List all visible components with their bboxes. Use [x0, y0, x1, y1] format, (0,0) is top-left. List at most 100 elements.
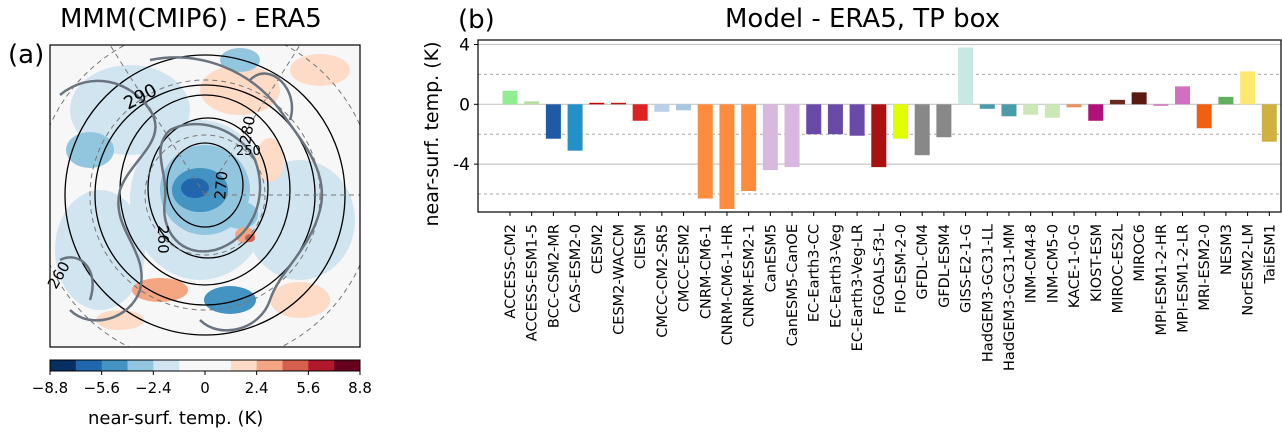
bar	[502, 90, 518, 105]
x-tick-label: INM-CM4-8	[1024, 224, 1040, 303]
bar	[1131, 92, 1147, 105]
map-field	[50, 45, 360, 347]
x-tick-label: ACCESS-CM2	[503, 224, 519, 319]
panel-b-label: (b)	[458, 5, 495, 35]
colorbar-tick-label: −5.6	[83, 379, 120, 397]
x-tick-label: FGOALS-f3-L	[872, 224, 888, 315]
x-tick-label: KIOST-ESM	[1089, 224, 1105, 302]
x-tick-label: BCC-CSM2-MR	[546, 224, 562, 328]
x-tick-label: CMCC-ESM2	[677, 224, 693, 312]
x-tick-label: NESM3	[1219, 224, 1235, 275]
colorbar-tick-label: 0	[200, 379, 210, 397]
bar	[893, 104, 908, 139]
contour-label: 270	[211, 170, 231, 200]
bar	[1066, 104, 1082, 108]
bar	[1088, 104, 1104, 121]
colorbar-segment	[308, 360, 335, 371]
bar	[1196, 104, 1212, 129]
x-tick-label: HadGEM3-GC31-LL	[980, 224, 996, 362]
x-tick-label: EC-Earth3-CC	[807, 224, 823, 322]
bar	[1240, 71, 1256, 105]
colorbar-segment	[127, 360, 154, 371]
colorbar-segment	[75, 360, 102, 371]
bar	[676, 104, 692, 111]
bar	[762, 104, 778, 171]
bar	[545, 104, 561, 139]
x-tick-label: CIESM	[633, 224, 649, 269]
bar	[936, 104, 952, 138]
colorbar-segment	[179, 360, 206, 371]
colorbar-segment	[230, 360, 257, 371]
bar	[1001, 104, 1017, 117]
bar	[1261, 104, 1277, 142]
colorbar-tick-label: 5.6	[296, 379, 321, 397]
x-tick-label: CESM2-WACCM	[611, 224, 627, 335]
bar	[610, 102, 626, 105]
x-tick-label: MPI-ESM1-2-LR	[1176, 224, 1192, 333]
colorbar-segment	[334, 360, 361, 371]
y-tick-label: 0	[459, 95, 470, 115]
colorbar-segment	[205, 360, 232, 371]
colorbar-segment	[153, 360, 180, 371]
bar	[632, 104, 648, 121]
bar	[914, 104, 930, 156]
bar	[849, 104, 865, 136]
bar	[1153, 104, 1169, 106]
x-tick-label: EC-Earth3-Veg-LR	[850, 224, 866, 351]
colorbar-tick-label: −8.8	[31, 379, 69, 397]
x-tick-label: CanESM5-CanOE	[785, 224, 801, 346]
bar	[871, 104, 887, 168]
colorbar-tick-label: 8.8	[348, 379, 372, 397]
x-tick-label: CanESM5	[763, 224, 779, 292]
x-tick-label: CESM2	[590, 224, 606, 274]
x-tick-label: INM-CM5-0	[1045, 224, 1061, 303]
plot-frame	[477, 39, 1282, 213]
colorbar-segment	[282, 360, 309, 371]
x-tick-label: GFDL-ESM4	[937, 224, 953, 308]
contour-label: 280	[236, 114, 259, 145]
x-tick-label: MIROC-ES2L	[1110, 224, 1126, 313]
bar	[1218, 96, 1234, 105]
bar	[1044, 104, 1060, 118]
y-tick-label: -4	[453, 155, 470, 175]
x-tick-label: CNRM-ESM2-1	[742, 224, 758, 327]
bar	[654, 104, 670, 112]
bar	[1023, 104, 1039, 115]
colorbar-segment	[50, 360, 77, 371]
bar	[958, 47, 974, 105]
bar	[567, 104, 583, 151]
bar	[697, 104, 713, 199]
y-tick-label: 4	[459, 35, 470, 55]
bar	[1109, 99, 1125, 105]
bar	[719, 104, 735, 210]
y-axis-label: near-surf. temp. (K)	[421, 41, 443, 226]
bar	[589, 102, 605, 105]
x-tick-label: MIROC6	[1132, 224, 1148, 282]
x-tick-label: CNRM-CM6-1-HR	[720, 224, 736, 345]
x-tick-label: MRI-ESM2-0	[1197, 224, 1213, 311]
bar	[784, 104, 800, 168]
contour-label: 250	[236, 144, 261, 159]
colorbar-tick-label: −2.4	[135, 379, 172, 397]
panel-b-title: Model - ERA5, TP box	[725, 4, 1001, 34]
x-tick-label: CNRM-CM6-1	[698, 224, 714, 319]
x-tick-label: MPI-ESM1-2-HR	[1154, 224, 1170, 336]
x-tick-label: FIO-ESM-2-0	[894, 224, 910, 313]
x-tick-label: EC-Earth3-Veg	[828, 224, 844, 328]
colorbar	[49, 359, 361, 375]
x-tick-label: CMCC-CM2-SR5	[655, 224, 671, 338]
colorbar-segment	[101, 360, 128, 371]
bar	[741, 104, 757, 192]
x-tick-label: KACE-1-0-G	[1067, 224, 1083, 308]
x-tick-label: NorESM2-LM	[1241, 224, 1257, 316]
bar	[979, 104, 995, 109]
colorbar-segment	[256, 360, 283, 371]
x-tick-label: GISS-E2-1-G	[959, 224, 975, 313]
colorbar-label: near-surf. temp. (K)	[88, 408, 264, 429]
colorbar-tick-label: 2.4	[244, 379, 269, 397]
panel-a-title: MMM(CMIP6) - ERA5	[60, 4, 322, 34]
bar	[1175, 86, 1191, 105]
panel-a-label: (a)	[8, 40, 45, 70]
x-tick-label: ACCESS-ESM1-5	[525, 224, 541, 341]
